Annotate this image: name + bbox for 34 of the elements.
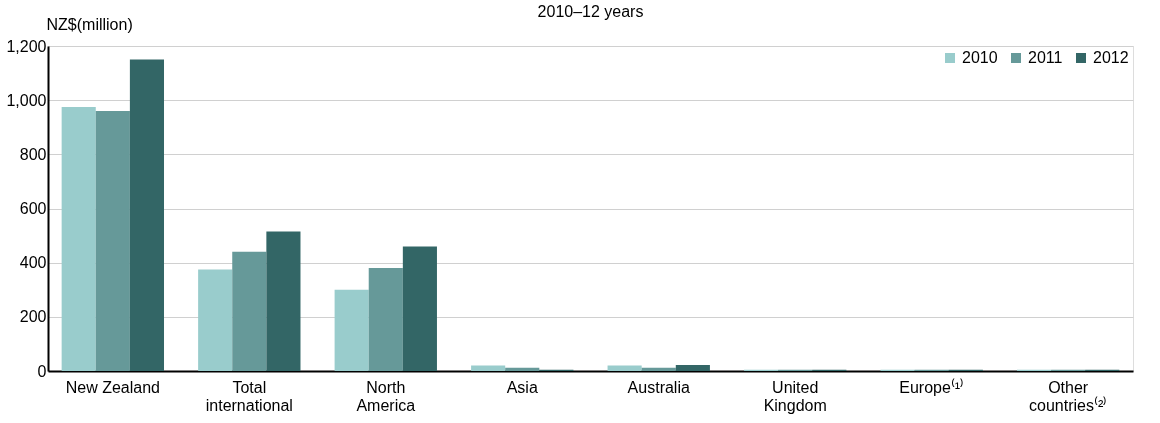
legend-label: 2012 <box>1093 49 1129 66</box>
x-tick-label: Other countries⁽²⁾ <box>1029 378 1108 414</box>
legend-label: 2010 <box>962 49 998 66</box>
x-tick-label: New Zealand <box>65 378 160 396</box>
bar <box>607 365 642 371</box>
x-tick-label: United Kingdom <box>763 378 827 414</box>
y-tick-label: 800 <box>19 145 47 163</box>
x-tick-label: Europe⁽¹⁾ <box>899 377 965 396</box>
bar <box>95 111 130 371</box>
x-tick-label: Total international <box>205 378 293 414</box>
x-tick-label: Australia <box>627 378 690 396</box>
chart-title: 2010–12 years <box>537 3 644 20</box>
x-tick-label: North America <box>356 378 416 414</box>
bar <box>232 251 267 371</box>
legend-label: 2011 <box>1028 49 1063 66</box>
y-tick-label: 1,000 <box>6 91 47 109</box>
y-tick-label: 1,200 <box>6 37 47 55</box>
y-tick-label: 400 <box>19 254 47 272</box>
bar <box>61 106 96 371</box>
x-tick-label: Asia <box>506 378 538 396</box>
bar <box>129 59 165 371</box>
bar <box>334 289 369 371</box>
y-axis-title: NZ$(million) <box>46 15 133 33</box>
bar <box>368 268 403 371</box>
y-tick-label: 0 <box>37 362 47 380</box>
bar <box>198 269 233 371</box>
y-tick-label: 600 <box>19 200 47 217</box>
y-tick-label: 200 <box>19 308 47 326</box>
bar <box>471 365 506 371</box>
bar <box>641 367 676 371</box>
bar <box>266 231 301 371</box>
bar <box>675 365 710 371</box>
bar <box>402 246 437 371</box>
bar <box>505 367 540 371</box>
